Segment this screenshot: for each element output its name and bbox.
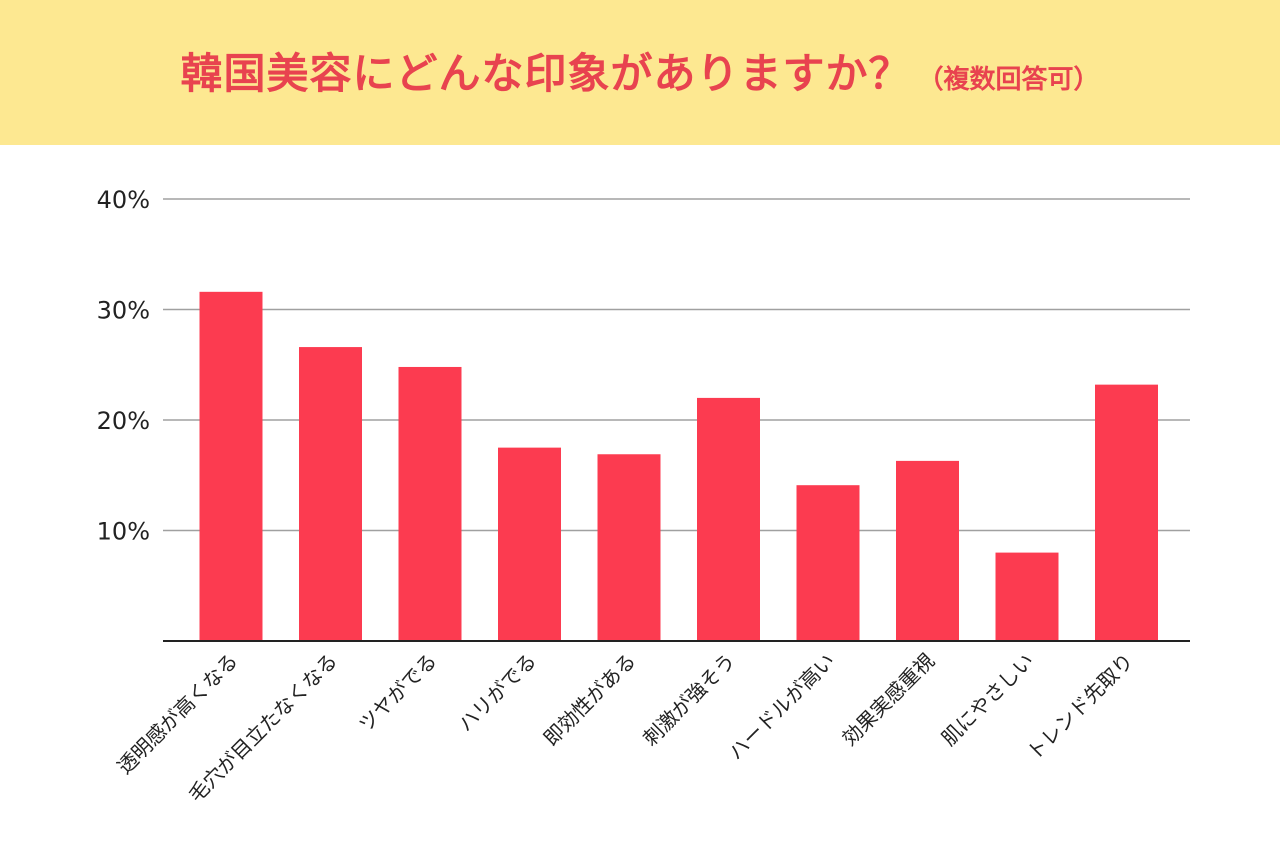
x-category-label: 即効性がある — [539, 649, 641, 751]
x-category-label: 肌にやさしい — [937, 649, 1039, 751]
title-subtitle: （複数回答可） — [917, 65, 1100, 95]
bar — [995, 552, 1059, 641]
bar — [299, 347, 362, 641]
y-tick-label: 20% — [97, 407, 150, 435]
y-tick-label: 40% — [97, 186, 150, 214]
bar — [697, 397, 760, 641]
bar — [1095, 384, 1158, 641]
x-category-label: トレンド先取り — [1022, 649, 1138, 765]
bar — [597, 454, 661, 641]
x-category-label: 効果実感重視 — [837, 649, 939, 751]
x-category-label: ツヤがでる — [354, 649, 442, 737]
y-tick-label: 30% — [97, 297, 150, 325]
x-category-label: ハリがでる — [453, 649, 541, 737]
bar — [896, 460, 959, 641]
x-category-label: 刺激が強そう — [638, 649, 740, 751]
chart-title: 韓国美容にどんな印象がありますか？ （複数回答可） — [0, 40, 1280, 110]
title-text: 韓国美容にどんな印象がありますか？ — [180, 49, 912, 98]
x-category-label: ハードルが高い — [724, 649, 840, 765]
bar — [498, 447, 561, 641]
header-banner — [0, 0, 1280, 145]
bar — [398, 366, 462, 641]
bar — [199, 291, 263, 641]
y-tick-label: 10% — [97, 518, 150, 546]
bar — [796, 485, 860, 641]
